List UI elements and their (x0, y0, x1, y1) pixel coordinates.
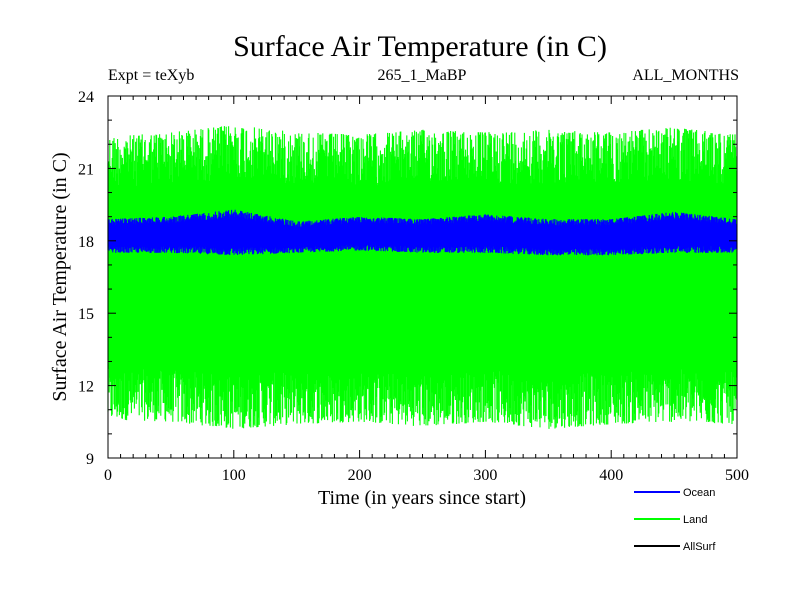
y-tick-label: 9 (86, 451, 94, 468)
legend: Ocean Land AllSurf (634, 487, 716, 553)
experiment-label: Expt = teXyb (108, 67, 194, 84)
series-line-land (107, 126, 738, 429)
legend-label: AllSurf (683, 541, 716, 553)
period-label: 265_1_MaBP (378, 67, 467, 84)
y-tick-label: 12 (78, 379, 94, 396)
x-tick-label: 200 (348, 467, 372, 484)
y-axis-label: Surface Air Temperature (in C) (49, 152, 71, 401)
months-label: ALL_MONTHS (632, 67, 739, 84)
y-tick-label: 15 (78, 306, 94, 323)
series-land (107, 126, 738, 429)
series-layer (107, 126, 738, 429)
x-tick-label: 100 (222, 467, 246, 484)
legend-label: Ocean (683, 487, 715, 499)
axes-layer: 0 100 200 300 400 500 9 12 15 18 21 24 (78, 89, 749, 484)
x-axis-label: Time (in years since start) (318, 487, 526, 509)
legend-label: Land (683, 514, 707, 526)
chart-title: Surface Air Temperature (in C) (233, 30, 607, 63)
x-tick-label: 500 (725, 467, 749, 484)
y-tick-label: 21 (78, 161, 94, 178)
x-tick-label: 300 (473, 467, 497, 484)
legend-item-allsurf: AllSurf (634, 541, 716, 553)
y-tick-label: 18 (78, 234, 94, 251)
legend-item-land: Land (634, 514, 707, 526)
y-tick-label: 24 (78, 89, 94, 106)
x-tick-label: 400 (599, 467, 623, 484)
legend-item-ocean: Ocean (634, 487, 715, 499)
x-tick-label: 0 (104, 467, 112, 484)
